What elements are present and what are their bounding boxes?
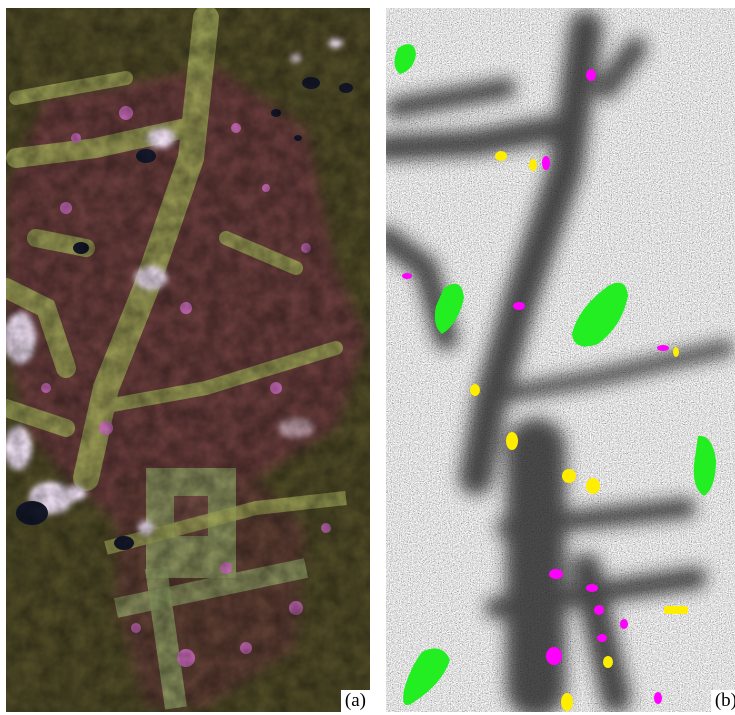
optical-satellite-image xyxy=(6,8,370,712)
panel-a-optical-image: (a) xyxy=(6,8,370,712)
panel-b-sar-image: (b) xyxy=(386,8,735,712)
panel-b-label: (b) xyxy=(710,690,735,712)
panel-a-label: (a) xyxy=(340,690,370,712)
sar-speckle-image xyxy=(386,8,735,712)
